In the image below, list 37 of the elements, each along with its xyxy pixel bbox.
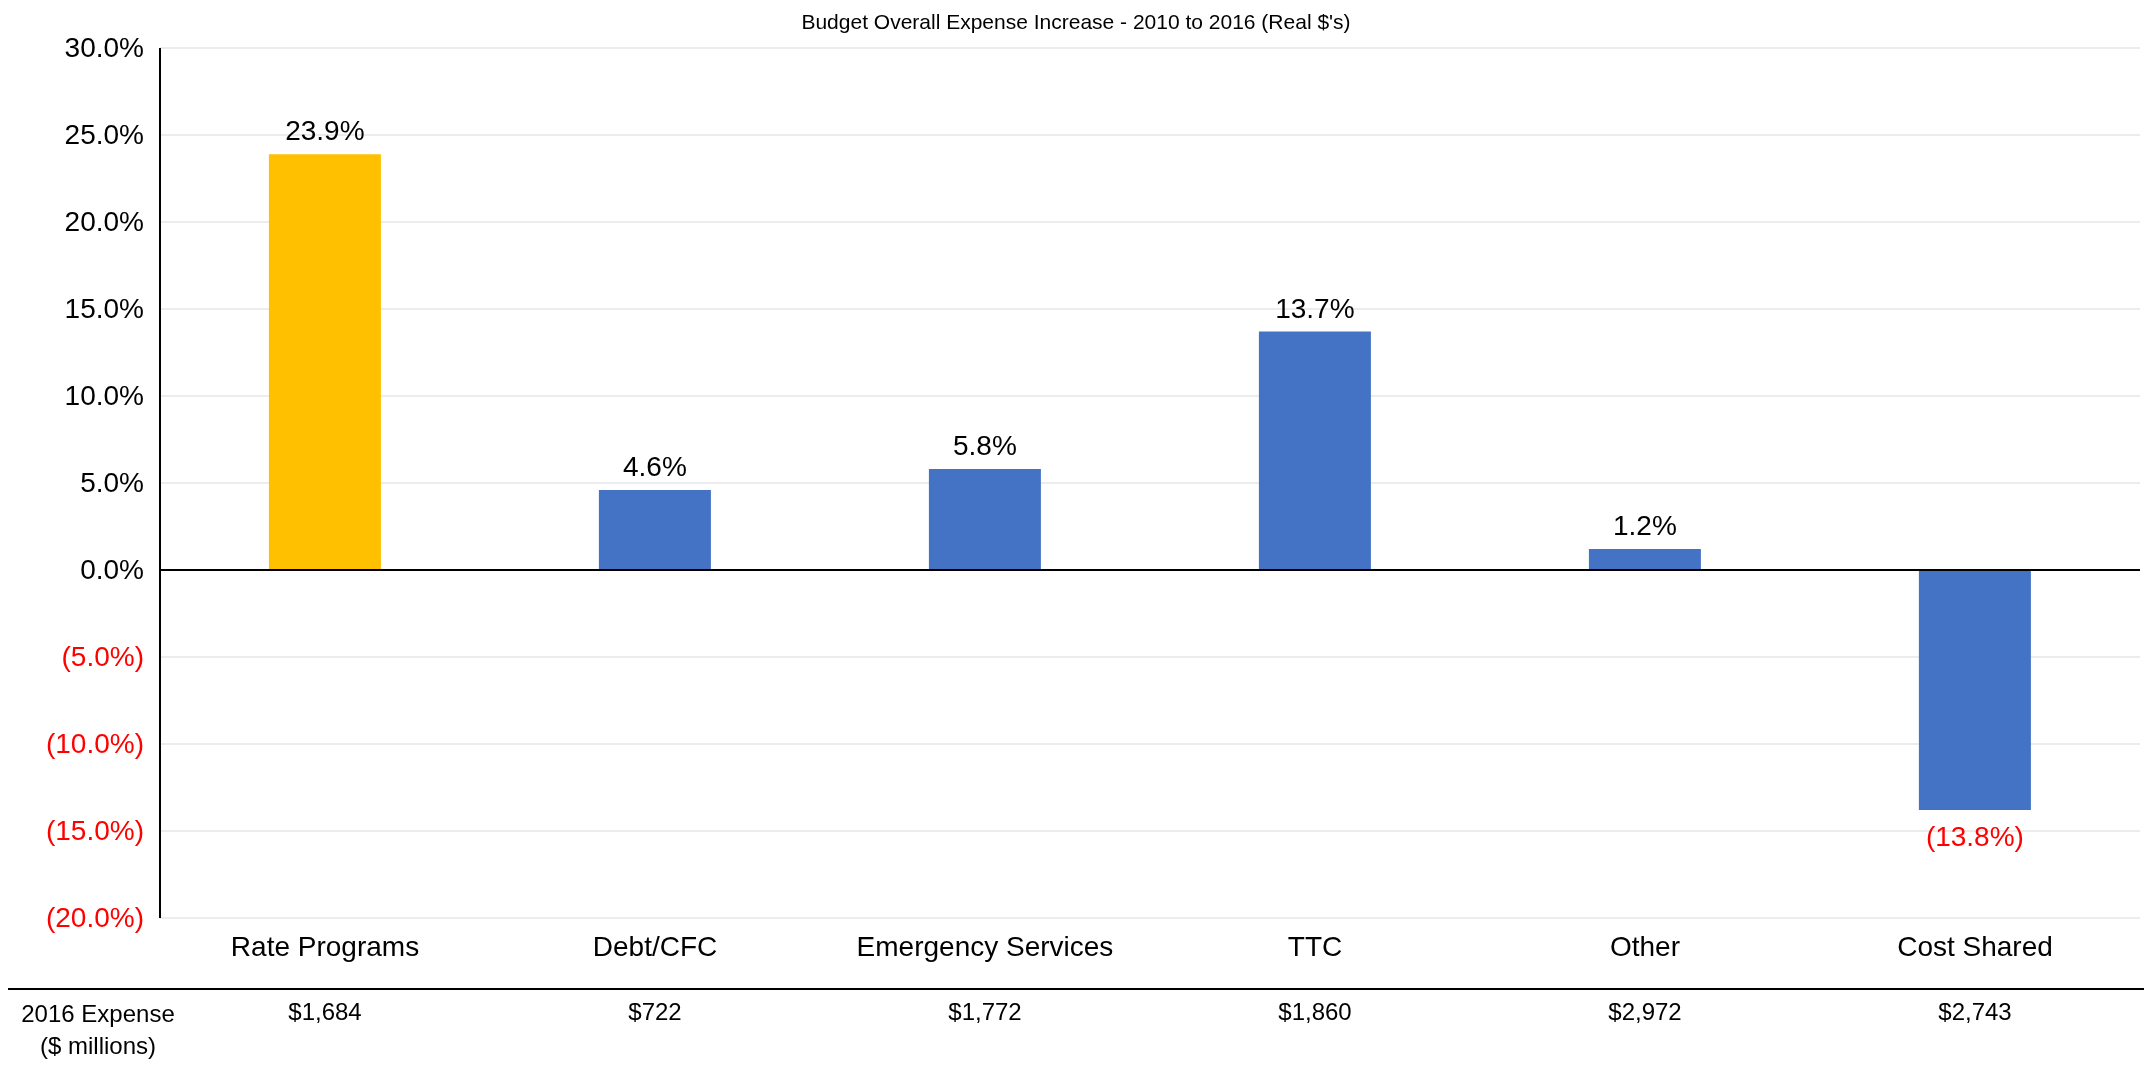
text: $2,743	[1937, 998, 2013, 1026]
x-tick-label: Other	[1609, 931, 1681, 962]
bar	[1588, 549, 1701, 570]
text: 2016 Expense ($ millions)	[20, 999, 176, 1061]
data-label: 13.7%	[1275, 292, 1355, 324]
x-tick-label: TTC	[1287, 931, 1343, 962]
y-tick-label: 5.0%	[80, 467, 144, 498]
x-tick-label: Emergency Services	[856, 931, 1114, 962]
y-tick-label: 25.0%	[64, 119, 144, 150]
bar	[598, 489, 711, 570]
text: $1,860	[1277, 998, 1353, 1026]
y-tick-label: (20.0%)	[45, 902, 144, 933]
bar	[1918, 570, 2031, 811]
bar	[928, 469, 1041, 570]
data-label: 5.8%	[952, 430, 1017, 462]
x-tick-label: Rate Programs	[230, 931, 420, 962]
bar	[268, 154, 381, 570]
x-tick-label: Cost Shared	[1897, 931, 2053, 962]
y-tick-label: (5.0%)	[61, 641, 144, 672]
data-label: 4.6%	[622, 450, 687, 482]
text: $1,772	[947, 998, 1023, 1026]
text: $722	[627, 998, 683, 1026]
y-tick-label: (10.0%)	[45, 728, 144, 759]
y-tick-label: 30.0%	[64, 32, 144, 63]
data-label: 1.2%	[1612, 510, 1677, 542]
y-tick-label: (15.0%)	[45, 815, 144, 846]
y-tick-label: 0.0%	[80, 554, 144, 585]
chart-title: Budget Overall Expense Increase - 2010 to 2016 (Real $'s)	[801, 10, 1351, 33]
y-tick-label: 10.0%	[64, 380, 144, 411]
text: $1,684	[288, 998, 362, 1025]
bar	[1258, 331, 1371, 570]
y-tick-label: 15.0%	[64, 293, 144, 324]
data-label: (13.8%)	[1925, 821, 2024, 853]
text: $2,972	[1607, 998, 1683, 1026]
y-tick-label: 20.0%	[64, 206, 144, 237]
data-label: 23.9%	[285, 115, 365, 147]
x-tick-label: Debt/CFC	[592, 931, 718, 962]
